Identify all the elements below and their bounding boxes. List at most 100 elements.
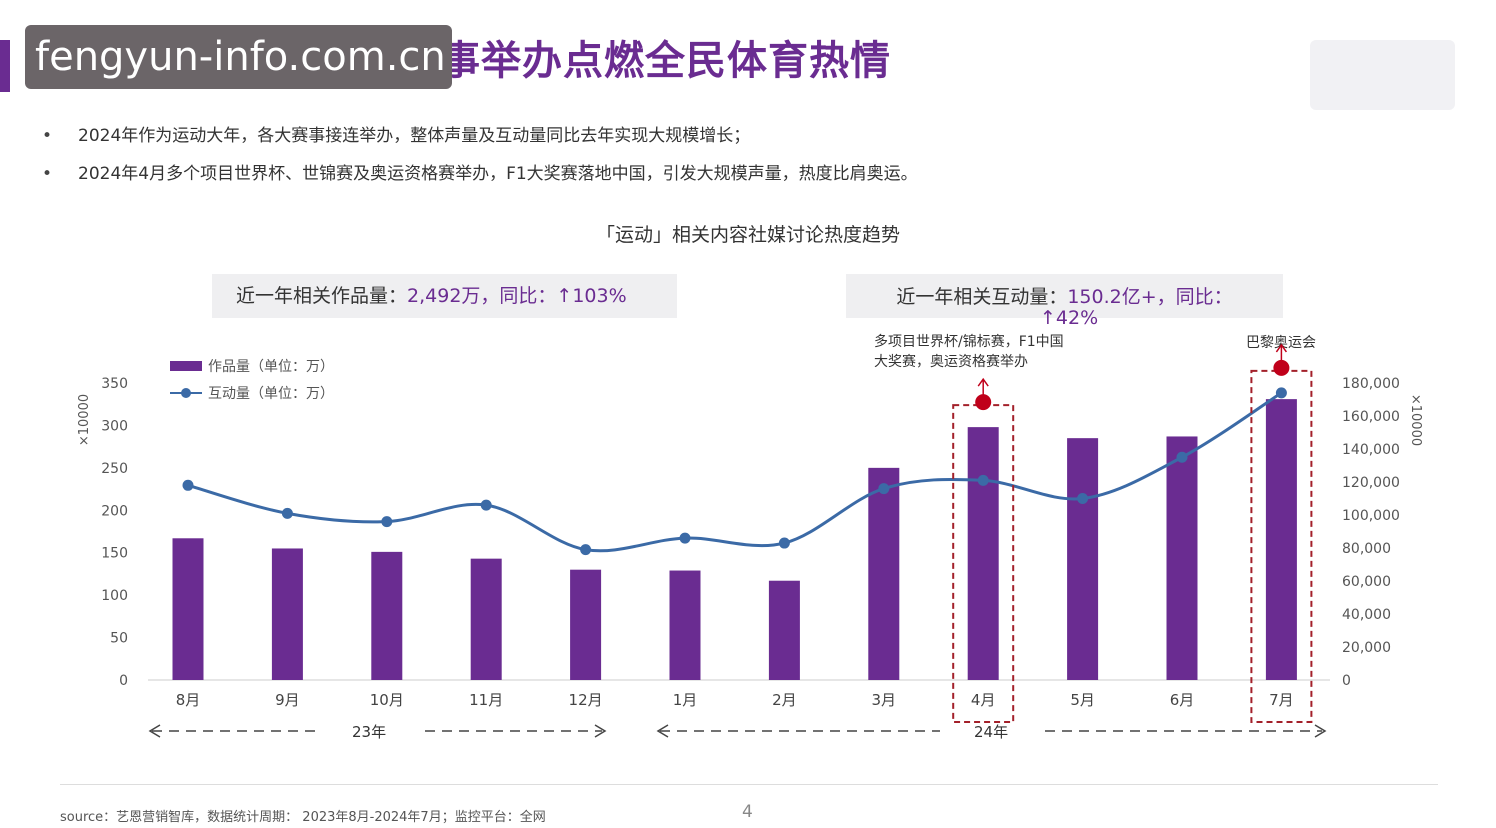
right-tick-label: 140,000 [1342, 442, 1400, 458]
source-note: source：艺恩营销智库，数据统计周期： 2023年8月-2024年7月；监控… [60, 810, 546, 825]
bar-2月 [768, 580, 800, 680]
right-tick-label: 100,000 [1342, 508, 1400, 524]
left-tick-label: 200 [101, 503, 128, 519]
point-10月 [381, 516, 393, 528]
bar-12月 [570, 569, 602, 680]
left-tick-label: 300 [101, 418, 128, 434]
left-tick-label: 100 [101, 588, 128, 604]
chart-title: 「运动」相关内容社媒讨论热度趋势 [595, 224, 900, 246]
right-tick-label: 40,000 [1342, 607, 1391, 623]
point-11月 [480, 499, 492, 511]
x-tick-label: 9月 [275, 691, 300, 709]
highlight-boxes [952, 343, 1313, 723]
legend-item-works: 作品量（单位：万） [170, 352, 334, 379]
x-tick-label: 10月 [370, 691, 404, 709]
left-tick-label: 350 [101, 376, 128, 392]
interaction-line [187, 391, 1283, 553]
right-tick-label: 20,000 [1342, 640, 1391, 656]
left-tick-label: 50 [110, 631, 128, 647]
arrow-head-left-24 [656, 724, 669, 738]
x-tick-label: 12月 [569, 691, 603, 709]
footer-divider [60, 784, 1438, 785]
point-12月 [580, 544, 592, 556]
left-axis-label: ×10000 [77, 394, 92, 446]
left-axis-ticks: 0 50 100 150 200 250 300 350 [101, 376, 128, 689]
point-5月 [1077, 493, 1089, 504]
point-8月 [182, 479, 194, 491]
left-tick-label: 250 [101, 461, 128, 477]
x-tick-label: 7月 [1269, 691, 1294, 709]
stat-interactions-label: 近一年相关互动量： [896, 286, 1068, 308]
bar-1月 [669, 570, 701, 680]
bar-series [172, 399, 1297, 680]
right-tick-label: 0 [1342, 673, 1351, 689]
x-tick-label: 4月 [971, 691, 996, 709]
bar-10月 [371, 551, 403, 680]
line-points [182, 387, 1287, 556]
stat-works-label: 近一年相关作品量： [236, 285, 408, 307]
right-tick-label: 60,000 [1342, 574, 1391, 590]
highlight-dot-4月 [975, 394, 992, 411]
stat-interactions-value: 150.2亿+，同比： [1067, 286, 1233, 308]
legend-bar-swatch [170, 360, 202, 371]
stat-box-interactions: 近一年相关互动量：150.2亿+，同比： [846, 274, 1283, 318]
stat-interactions-growth: ↑42% [1040, 307, 1099, 329]
arrow-head-right-24 [1314, 724, 1327, 738]
stat-box-works: 近一年相关作品量：2,492万，同比：↑103% [212, 274, 677, 318]
legend-line-swatch [170, 386, 202, 400]
arrow-head-right-23 [594, 724, 607, 738]
x-tick-label: 2月 [772, 691, 797, 709]
annotation-april-line: 大奖赛，奥运资格赛举办 [874, 354, 1028, 370]
right-axis-label: ×10000 [1408, 394, 1423, 446]
x-tick-label: 11月 [469, 691, 503, 709]
point-1月 [679, 532, 691, 544]
bar-9月 [271, 548, 303, 680]
highlight-arrow-head-4月 [977, 377, 989, 387]
bullet-item: 2024年4月多个项目世界杯、世锦赛及奥运资格赛举办，F1大奖赛落地中国，引发大… [40, 160, 918, 198]
year-arrows [148, 724, 1327, 738]
bar-4月 [967, 427, 999, 680]
year-label-2023: 23年 [352, 723, 387, 741]
right-tick-label: 80,000 [1342, 541, 1391, 557]
bar-3月 [868, 467, 900, 680]
bullet-item: 2024年作为运动大年，各大赛事接连举办，整体声量及互动量同比去年实现大规模增长… [40, 122, 918, 160]
bar-6月 [1166, 436, 1198, 680]
bullet-list: 2024年作为运动大年，各大赛事接连举办，整体声量及互动量同比去年实现大规模增长… [40, 122, 918, 198]
stat-works-value: 2,492万，同比：↑103% [407, 285, 627, 307]
bar-8月 [172, 538, 204, 680]
arrow-head-left-23 [148, 724, 161, 738]
left-tick-label: 0 [119, 673, 128, 689]
legend-item-interactions: 互动量（单位：万） [170, 379, 334, 406]
bar-5月 [1067, 438, 1099, 680]
x-tick-label: 1月 [673, 691, 698, 709]
annotation-july: 巴黎奥运会 [1246, 335, 1316, 351]
point-9月 [281, 507, 293, 519]
x-tick-label: 6月 [1170, 691, 1195, 709]
highlight-dot-7月 [1273, 359, 1290, 376]
annotation-april-line: 多项目世界杯/锦标赛，F1中国 [874, 334, 1064, 350]
right-tick-label: 120,000 [1342, 475, 1400, 491]
right-axis-ticks: 0 20,000 40,000 60,000 80,000 100,000 120,000 1… [1342, 376, 1400, 689]
chart-legend: 作品量（单位：万） 互动量（单位：万） [170, 352, 334, 406]
point-3月 [878, 483, 890, 495]
annotation-april: 多项目世界杯/锦标赛，F1中国 大奖赛，奥运资格赛举办 [874, 332, 1064, 372]
bar-11月 [470, 558, 502, 680]
bar-7月 [1265, 399, 1297, 680]
highlight-arrow-head-7月 [1275, 343, 1288, 353]
x-tick-label: 8月 [176, 691, 201, 709]
year-label-2024: 24年 [974, 723, 1009, 741]
right-tick-label: 180,000 [1342, 376, 1400, 392]
corner-logo [1310, 40, 1455, 110]
watermark: fengyun-info.com.cn [25, 25, 452, 89]
right-tick-label: 160,000 [1342, 409, 1400, 425]
point-6月 [1176, 451, 1188, 463]
x-tick-label: 5月 [1070, 691, 1095, 709]
page-number: 4 [742, 802, 753, 822]
x-tick-label: 3月 [872, 691, 897, 709]
legend-label-interactions: 互动量（单位：万） [208, 385, 334, 402]
left-tick-label: 150 [101, 546, 128, 562]
point-7月 [1275, 387, 1287, 399]
point-2月 [778, 537, 790, 549]
legend-label-works: 作品量（单位：万） [208, 358, 334, 375]
